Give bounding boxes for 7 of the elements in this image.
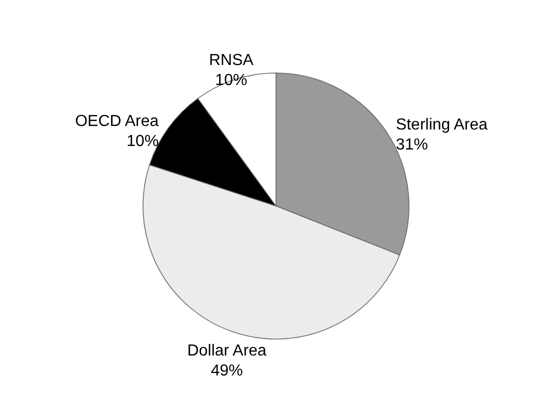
- slice-label: OECD Area: [75, 112, 159, 130]
- slice-label: RNSA: [208, 52, 254, 70]
- data-label: 10%: [126, 132, 159, 150]
- slice-label: Sterling Area: [396, 116, 488, 134]
- data-label: 49%: [210, 362, 243, 380]
- data-label: 31%: [396, 136, 428, 154]
- slice-label: Dollar Area: [187, 342, 267, 360]
